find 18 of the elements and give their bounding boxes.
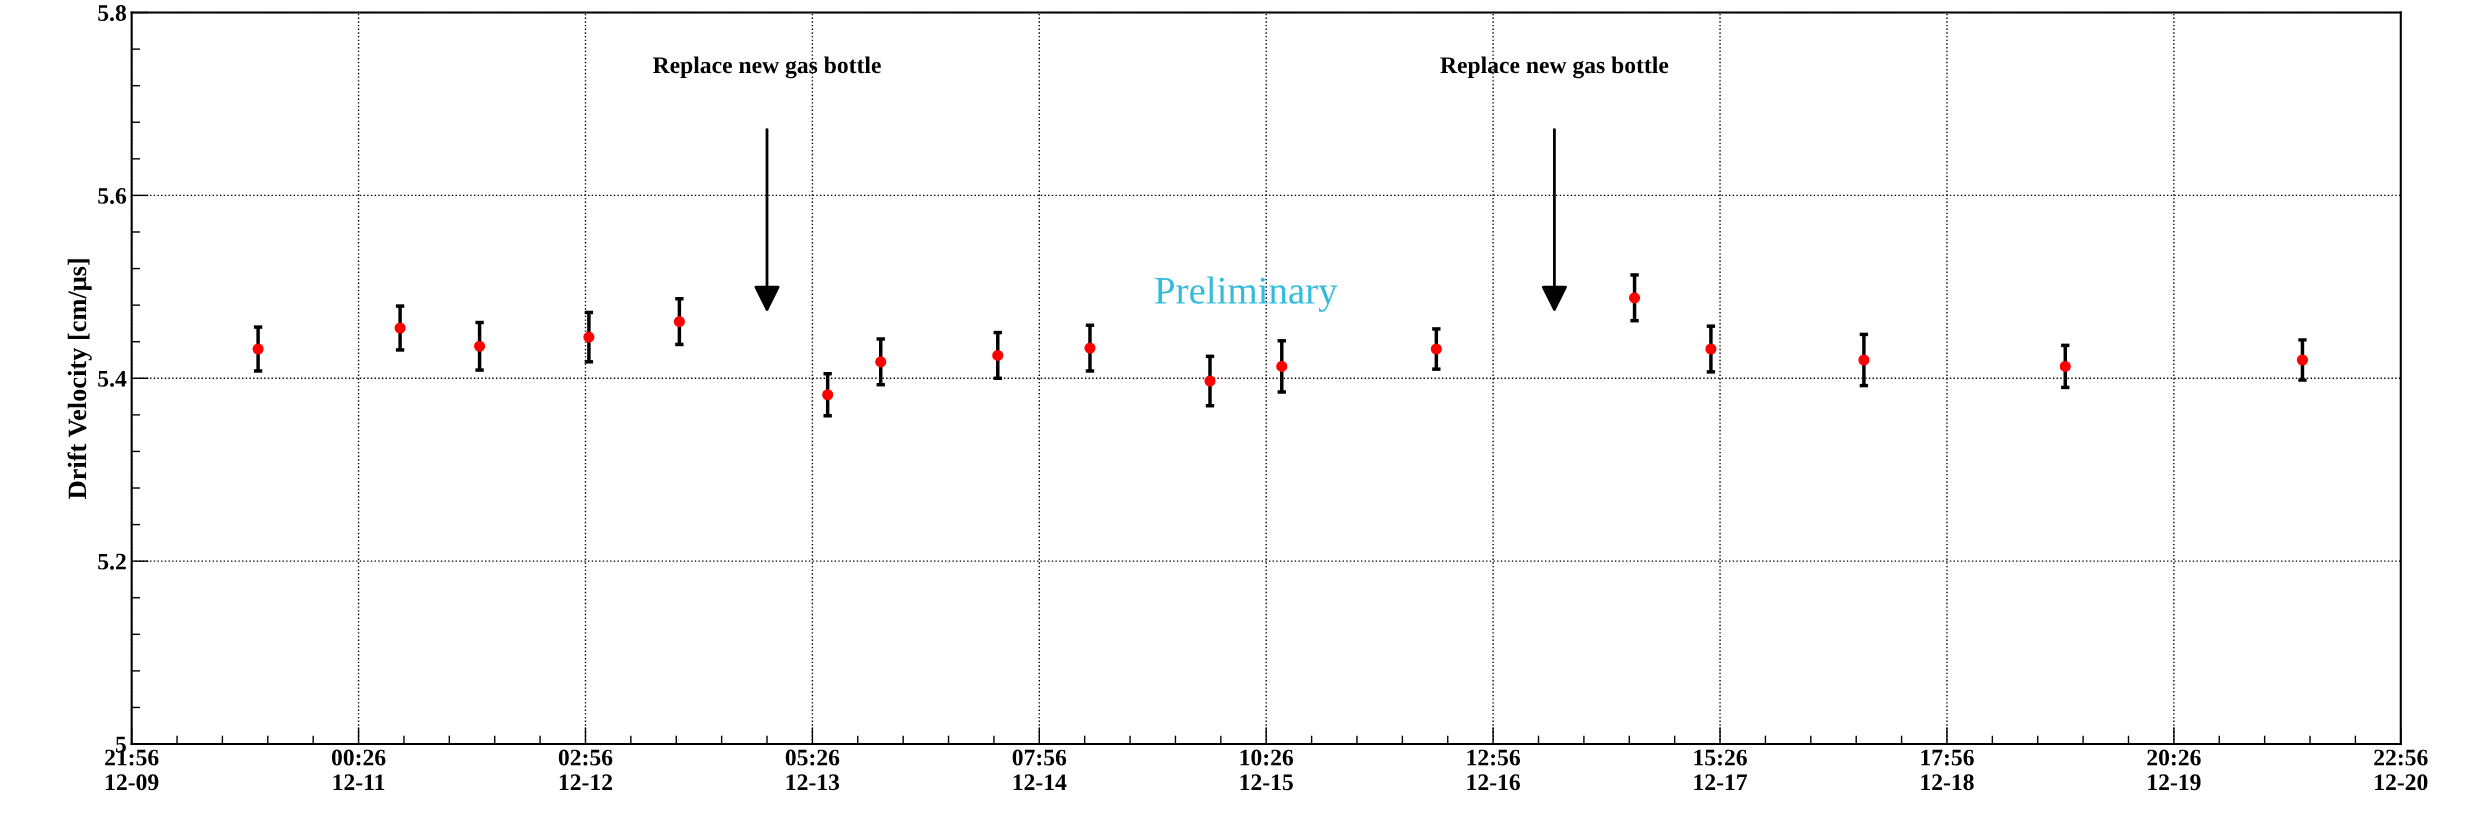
x-tick-label: 12:56 12-16 <box>1467 749 1520 791</box>
x-tick-label: 20:26 12-19 <box>2147 749 2201 791</box>
y-tick-label: 5.8 <box>98 5 127 22</box>
x-tick-label: 07:56 12-14 <box>1012 749 1067 790</box>
x-tick-label: 00:26 12-11 <box>331 749 386 790</box>
annotation: Replace new gas bottle <box>1440 56 1669 79</box>
x-tick-label: 02:56 12-12 <box>558 749 613 790</box>
x-tick-label: 22:56 12-20 <box>2374 749 2428 791</box>
x-tick-label: 05:26 12-13 <box>785 749 840 791</box>
x-tick-label: 10:26 12-15 <box>1240 749 1294 791</box>
y-tick-label: 5.2 <box>98 553 126 570</box>
annotation: Replace new gas bottle <box>652 56 881 79</box>
y-tick-label: 5.4 <box>98 370 127 387</box>
x-tick-label: 15:26 12-17 <box>1694 749 1748 790</box>
annotation: Preliminary <box>1155 276 1338 312</box>
x-tick-label: 17:56 12-18 <box>1921 749 1974 791</box>
y-axis-title: Drift Velocity [cm/μs] <box>67 259 92 499</box>
y-tick-label: 5.6 <box>98 187 127 204</box>
